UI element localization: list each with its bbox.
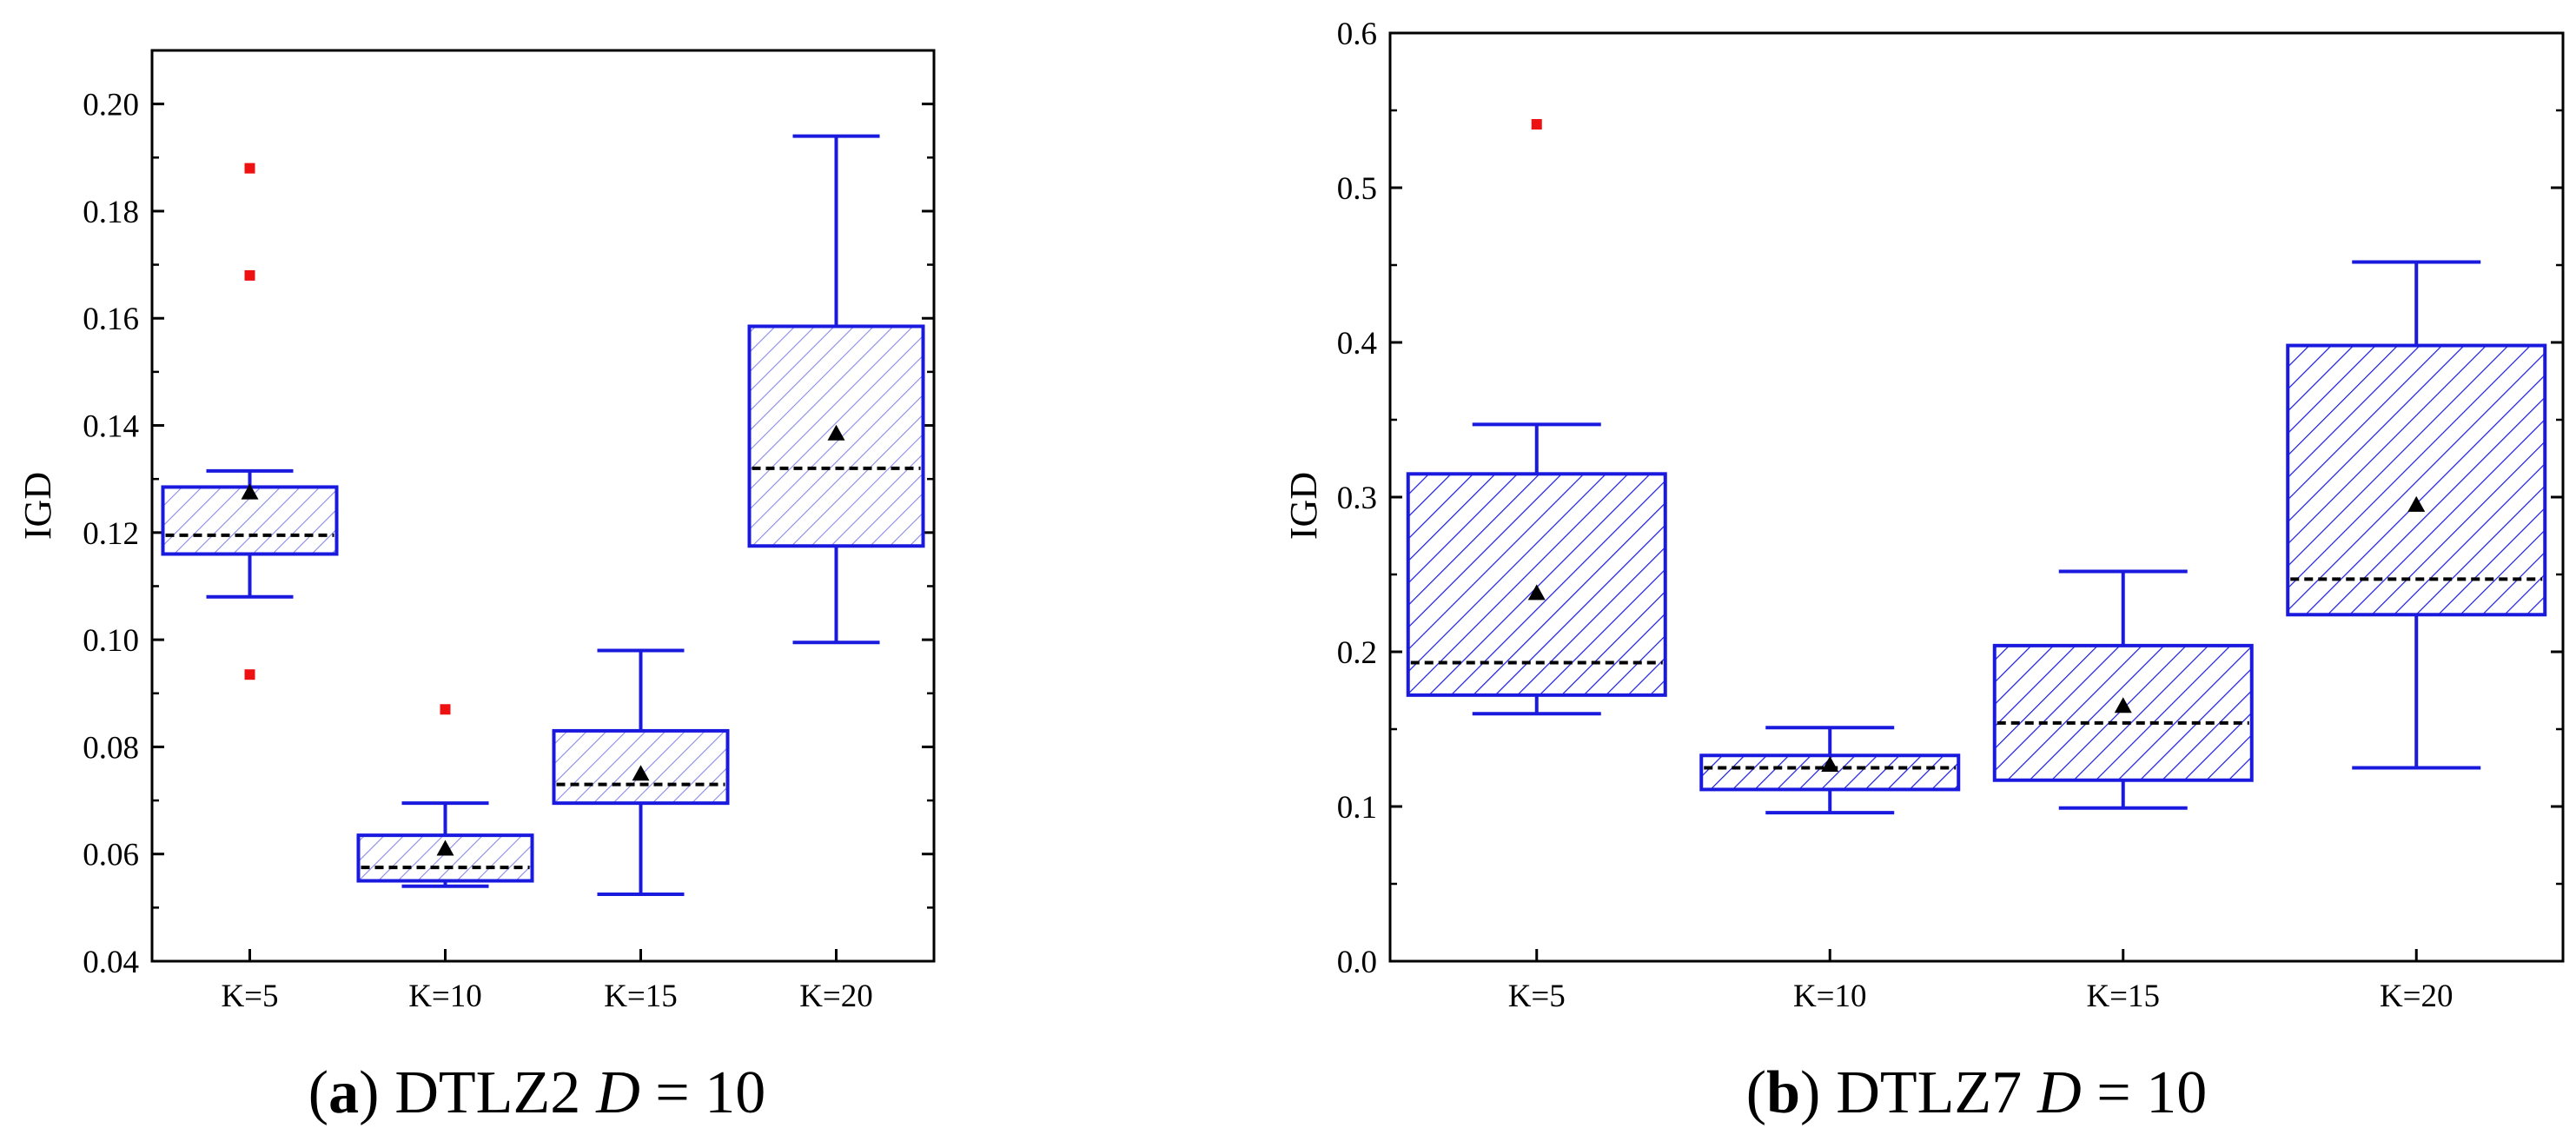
- outlier-point: [1531, 119, 1542, 130]
- caption-rest: = 10: [2082, 1059, 2207, 1126]
- x-tick-label: K=5: [221, 979, 278, 1014]
- y-tick-label: 0.16: [83, 302, 139, 337]
- caption-var: D: [2036, 1059, 2082, 1126]
- outlier-point: [244, 269, 255, 281]
- y-tick-label: 0.14: [83, 409, 139, 445]
- box-K=5: [1406, 119, 1667, 716]
- x-axis: K=5 K=10 K=15 K=20: [221, 949, 873, 1014]
- box-series: [161, 134, 925, 896]
- panel-caption: (a) DTLZ2 D = 10: [308, 1059, 766, 1126]
- box-K=5: [161, 163, 339, 680]
- caption-name: DTLZ2: [394, 1059, 580, 1126]
- y-tick-label: 0.6: [1337, 17, 1377, 52]
- box-K=10: [1699, 726, 1961, 815]
- mean-marker: [436, 840, 454, 856]
- x-tick-label: K=10: [1793, 979, 1867, 1014]
- chart-panel-b: 0.0 0.1 0.2 0.3 0.4 0.5 0.6 K=5 K=10 K=15 K=20 IG…: [1282, 17, 2565, 1126]
- caption-open: (: [1746, 1059, 1766, 1126]
- box-body: [2286, 343, 2547, 617]
- outlier-point: [244, 163, 255, 174]
- mean-marker: [1821, 755, 1839, 772]
- y-tick-label: 0.5: [1337, 171, 1377, 207]
- y-tick-label: 0.3: [1337, 481, 1377, 516]
- caption-close: ): [359, 1059, 379, 1126]
- y-tick-label: 0.10: [83, 623, 139, 659]
- x-axis: K=5 K=10 K=15 K=20: [1508, 949, 2453, 1014]
- mean-marker: [1527, 584, 1546, 601]
- box-K=20: [2286, 260, 2547, 770]
- caption-letter: a: [328, 1059, 359, 1126]
- chart-panel-a: 0.04 0.06 0.08 0.10 0.12 0.14 0.16 0.18 0.20 K=5…: [17, 49, 936, 1126]
- box-series: [1406, 119, 2547, 815]
- x-tick-label: K=15: [2086, 979, 2160, 1014]
- box-body: [1992, 643, 2254, 782]
- y-tick-label: 0.1: [1337, 790, 1377, 826]
- x-tick-label: K=5: [1508, 979, 1566, 1014]
- y-tick-label: 0.4: [1337, 326, 1377, 362]
- panel-caption: (b) DTLZ7 D = 10: [1746, 1059, 2207, 1126]
- mean-marker: [2407, 495, 2426, 512]
- plot-frame: [150, 49, 936, 963]
- caption-var: D: [595, 1059, 640, 1126]
- caption-name: DTLZ7: [1836, 1059, 2022, 1126]
- y-tick-label: 0.04: [83, 945, 139, 980]
- y-tick-label: 0.12: [83, 516, 139, 552]
- y-axis: 0.0 0.1 0.2 0.3 0.4 0.5 0.6: [1337, 17, 2563, 980]
- caption-letter: b: [1766, 1059, 1800, 1126]
- y-axis: 0.04 0.06 0.08 0.10 0.12 0.14 0.16 0.18 0.20: [83, 88, 934, 980]
- outlier-point: [440, 704, 451, 715]
- box-K=15: [552, 648, 730, 896]
- y-tick-label: 0.2: [1337, 635, 1377, 671]
- box-K=15: [1992, 569, 2254, 810]
- outlier-point: [244, 669, 255, 680]
- mean-marker: [632, 765, 650, 781]
- y-tick-label: 0.18: [83, 195, 139, 230]
- caption-rest: = 10: [640, 1059, 765, 1126]
- box-K=20: [747, 134, 925, 645]
- box-K=10: [356, 704, 534, 888]
- y-tick-label: 0.06: [83, 838, 139, 873]
- y-tick-label: 0.20: [83, 88, 139, 123]
- x-tick-label: K=10: [408, 979, 482, 1014]
- y-tick-label: 0.0: [1337, 945, 1377, 980]
- caption-open: (: [308, 1059, 328, 1126]
- mean-marker: [827, 424, 845, 441]
- x-tick-label: K=15: [604, 979, 678, 1014]
- x-tick-label: K=20: [799, 979, 873, 1014]
- y-axis-title: IGD: [17, 472, 59, 540]
- y-tick-label: 0.08: [83, 730, 139, 766]
- y-axis-title: IGD: [1282, 472, 1325, 540]
- caption-close: ): [1800, 1059, 1820, 1126]
- mean-marker: [241, 483, 259, 500]
- box-body: [356, 833, 534, 883]
- mean-marker: [2114, 697, 2132, 714]
- x-tick-label: K=20: [2380, 979, 2453, 1014]
